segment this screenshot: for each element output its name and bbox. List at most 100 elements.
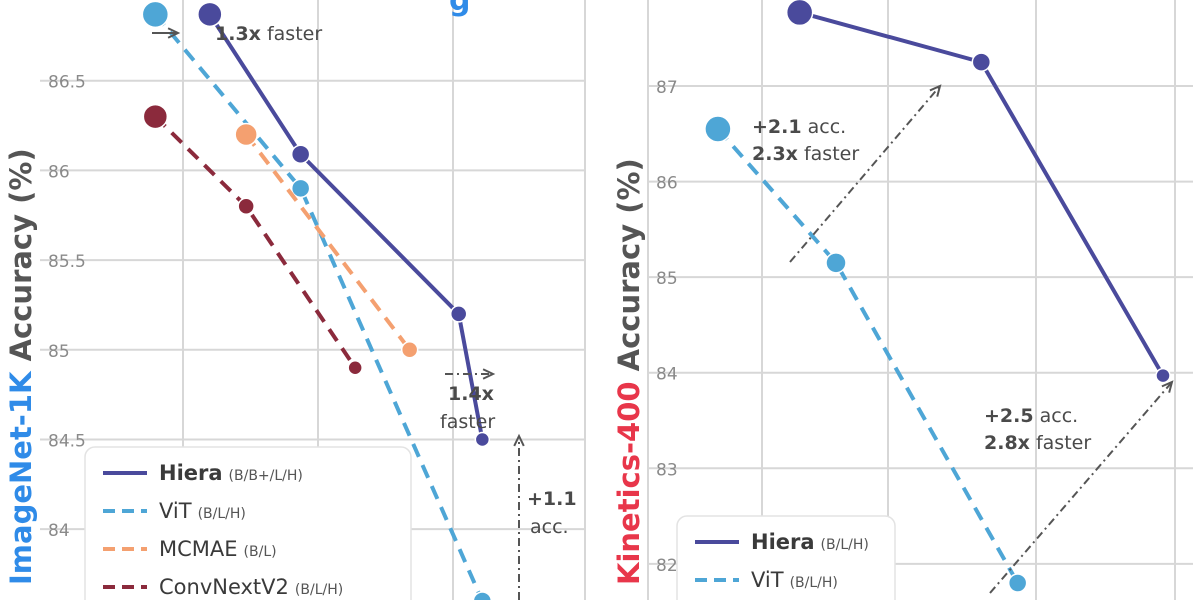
series-line: [208, 13, 485, 440]
annotation-bold: +1.1: [527, 488, 577, 510]
legend-series-name: Hiera: [751, 530, 815, 554]
annotation-arrowhead: [482, 368, 496, 380]
data-point: [141, 0, 170, 29]
annotation-2-3x: 2.3x faster: [752, 143, 859, 165]
legend-series-sub: (B/L): [244, 544, 277, 560]
left-y-axis-label-prefix: ImageNet-1K: [4, 370, 38, 585]
data-point: [1155, 367, 1171, 384]
legend-series-sub: (B/L/H): [821, 537, 869, 553]
annotation-arrowhead: [929, 84, 942, 97]
legend-box: [676, 515, 896, 600]
annotation-1-3x: 1.3x faster: [215, 23, 322, 45]
data-point: [472, 591, 493, 600]
legend-series-name: ViT: [751, 568, 784, 592]
y-tick-label: 86.5: [48, 73, 86, 93]
left-legend: Hiera (B/B+/L/H) ViT (B/L/H) MCMAE (B/L) ConvN…: [84, 446, 412, 600]
right-y-axis-label-rest: Accuracy (%): [612, 158, 646, 381]
annotation-plus-2-1: +2.1 acc.: [752, 116, 846, 138]
data-point: [347, 359, 363, 376]
series-line: [153, 13, 485, 600]
legend-label: MCMAE (B/L): [159, 537, 277, 561]
legend-box: [84, 446, 412, 600]
annotation-arrowhead: [1161, 380, 1174, 393]
legend-series-sub: (B/L/H): [295, 582, 343, 598]
data-point: [234, 122, 258, 147]
right-tick-labels: 82 83 84 85 86 87: [656, 78, 678, 576]
left-tick-labels: 84 84.5 85 85.5 86 86.5: [48, 73, 86, 541]
annotation-arrowhead: [513, 433, 525, 447]
annotation-2-8x: 2.8x faster: [984, 432, 1091, 454]
legend-series-name: ViT: [159, 499, 192, 523]
y-tick-label: 87: [656, 78, 678, 98]
legend-series-sub: (B/B+/L/H): [229, 468, 303, 484]
y-tick-label: 84: [48, 521, 70, 541]
annotation-text: acc.: [1034, 405, 1079, 427]
annotation-bold: +2.5: [984, 405, 1034, 427]
left-y-axis-label: ImageNet-1K Accuracy (%): [4, 148, 38, 585]
left-annotations: 1.3x faster 1.4x faster +1.1 acc.: [152, 23, 577, 600]
annotation-bold: 2.8x: [984, 432, 1030, 454]
data-point: [825, 252, 847, 274]
data-point: [197, 1, 223, 28]
data-point: [237, 197, 255, 216]
annotation-text: faster: [1030, 432, 1091, 454]
annotation-bold: 2.3x: [752, 143, 798, 165]
data-point: [290, 144, 311, 165]
annotation-arrow: [789, 85, 941, 263]
data-point: [971, 52, 992, 72]
y-tick-label: 85.5: [48, 252, 86, 272]
y-tick-label: 84.5: [48, 431, 86, 451]
y-tick-label: 83: [656, 460, 678, 480]
y-tick-label: 86: [656, 174, 678, 194]
left-gridlines: [40, 0, 586, 600]
legend-series-sub: (B/L/H): [790, 575, 838, 591]
legend-label: Hiera (B/B+/L/H): [159, 461, 303, 485]
right-y-axis-label-prefix: Kinetics-400: [612, 381, 646, 585]
annotation-text: faster: [261, 23, 322, 45]
data-point: [474, 431, 491, 448]
right-legend: Hiera (B/L/H) ViT (B/L/H): [676, 515, 896, 600]
annotation-1-4x: 1.4x: [448, 383, 494, 405]
annotation-bold: 1.3x: [215, 23, 261, 45]
left-series: [141, 0, 493, 600]
left-title-fragment: g: [449, 0, 470, 18]
annotation-bold: 1.4x: [448, 383, 494, 405]
annotation-plus-2-5: +2.5 acc.: [984, 405, 1078, 427]
annotation-plus-1-1: +1.1: [527, 488, 577, 510]
right-plot-area: [648, 0, 1193, 600]
legend-label: ConvNextV2 (B/L/H): [159, 575, 343, 599]
right-series: [704, 0, 1171, 593]
legend-label: Hiera (B/L/H): [751, 530, 869, 554]
data-point: [290, 178, 311, 199]
annotation-text: faster: [798, 143, 859, 165]
legend-series-name: ConvNextV2: [159, 575, 289, 599]
legend-label: ViT (B/L/H): [159, 499, 246, 523]
right-y-axis-label: Kinetics-400 Accuracy (%): [612, 158, 646, 585]
data-point: [704, 115, 732, 143]
data-point: [785, 0, 814, 27]
annotation-faster: faster: [440, 411, 495, 433]
series-line: [716, 127, 1020, 584]
annotation-bold: +2.1: [752, 116, 802, 138]
y-tick-label: 85: [48, 342, 70, 362]
annotation-acc: acc.: [530, 516, 569, 538]
legend-label: ViT (B/L/H): [751, 568, 838, 592]
annotation-text: acc.: [802, 116, 847, 138]
y-tick-label: 84: [656, 365, 678, 385]
y-tick-label: 86: [48, 162, 70, 182]
data-point: [449, 305, 468, 323]
left-y-axis-label-rest: Accuracy (%): [4, 148, 38, 371]
y-tick-label: 85: [656, 269, 678, 289]
legend-series-name: MCMAE: [159, 537, 238, 561]
annotation-arrowhead: [167, 27, 181, 39]
data-point: [142, 103, 169, 130]
data-point: [1007, 573, 1028, 593]
legend-series-name: Hiera: [159, 461, 223, 485]
left-chart: 84 84.5 85 85.5 86 86.5 g 1.3x faster 1.4x fast…: [4, 0, 586, 600]
data-point: [400, 341, 419, 359]
y-tick-label: 82: [656, 556, 678, 576]
annotation-arrow: [989, 381, 1173, 594]
right-annotations: +2.1 acc.2.3x faster+2.5 acc.2.8x faster: [752, 84, 1174, 594]
